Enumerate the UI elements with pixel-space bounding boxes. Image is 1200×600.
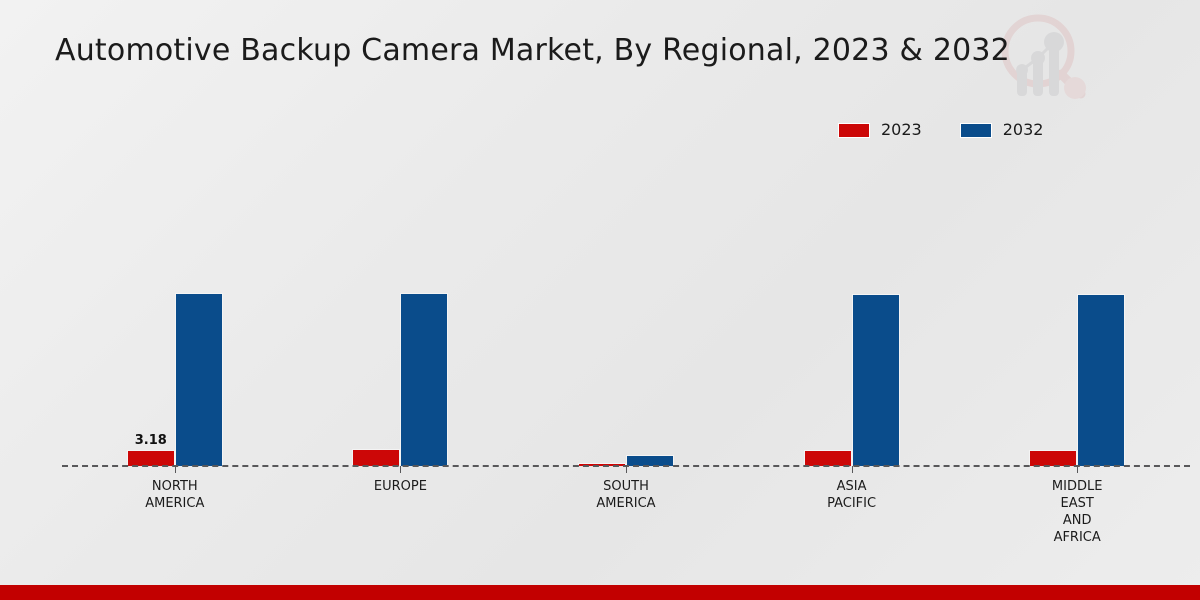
bar-europe-2023[interactable] — [352, 449, 401, 466]
bar-group-south-america — [513, 180, 739, 466]
legend-swatch-2032-icon — [959, 122, 992, 138]
x-label-line: EAST — [1060, 496, 1094, 511]
x-axis-label-south-america: SOUTH AMERICA — [513, 478, 739, 546]
bar-middle-east-and-africa-2023[interactable] — [1029, 450, 1078, 466]
x-label-line: PACIFIC — [827, 496, 877, 511]
x-axis-label-europe: EUROPE — [288, 478, 514, 546]
x-tick-asia-pacific — [739, 466, 965, 473]
bar-asia-pacific-2023[interactable] — [803, 450, 852, 466]
x-tick-middle-east-and-africa — [964, 466, 1190, 473]
x-label-line: AMERICA — [596, 496, 656, 511]
legend-swatch-2023-icon — [838, 122, 870, 138]
x-axis-label-asia-pacific: ASIA PACIFIC — [739, 478, 965, 546]
chart-legend: 2023 2032 — [838, 122, 1043, 138]
legend-item-2032[interactable]: 2032 — [959, 120, 1044, 139]
bar-middle-east-and-africa-2032[interactable] — [1077, 294, 1126, 466]
bottom-accent-band — [0, 585, 1200, 600]
bar-group-europe — [288, 180, 514, 466]
x-axis-labels: NORTH AMERICA EUROPE SOUTH AMERICA ASIA … — [62, 478, 1190, 546]
bar-group-north-america: 3.18 — [62, 180, 288, 466]
bar-group-middle-east-and-africa — [964, 180, 1190, 466]
bar-europe-2032[interactable] — [400, 293, 449, 466]
x-axis-ticks — [62, 466, 1190, 473]
x-label-line: MIDDLE — [1051, 479, 1103, 494]
x-label-line: SOUTH — [603, 479, 649, 494]
x-label-line: AND — [1062, 513, 1092, 528]
x-tick-europe — [288, 466, 514, 473]
legend-item-2023[interactable]: 2023 — [838, 122, 922, 138]
chart-title: Automotive Backup Camera Market, By Regi… — [55, 33, 1010, 68]
x-label-line: NORTH — [151, 479, 198, 494]
x-axis-label-north-america: NORTH AMERICA — [62, 478, 288, 546]
x-label-line: ASIA — [836, 479, 867, 494]
x-tick-north-america — [62, 466, 288, 473]
bar-groups: 3.18 — [62, 180, 1190, 466]
plot-area: 3.18 — [62, 180, 1190, 467]
bar-north-america-2032[interactable] — [174, 293, 223, 466]
bar-group-asia-pacific — [739, 180, 965, 466]
x-tick-south-america — [513, 466, 739, 473]
bar-north-america-2023[interactable]: 3.18 — [126, 433, 175, 466]
x-axis-label-middle-east-and-africa: MIDDLE EAST AND AFRICA — [964, 478, 1190, 546]
bar-asia-pacific-2032[interactable] — [851, 294, 900, 466]
bar-south-america-2023[interactable] — [577, 463, 626, 466]
bar-south-america-2032[interactable] — [625, 455, 674, 466]
x-label-line: AFRICA — [1053, 530, 1101, 545]
legend-label-2023: 2023 — [881, 120, 922, 139]
legend-label-2032: 2032 — [1002, 120, 1044, 139]
watermark-logo-icon — [995, 8, 1095, 108]
bar-value-north-america-2023: 3.18 — [134, 433, 167, 448]
x-label-line: EUROPE — [373, 479, 427, 494]
x-label-line: AMERICA — [145, 496, 205, 511]
